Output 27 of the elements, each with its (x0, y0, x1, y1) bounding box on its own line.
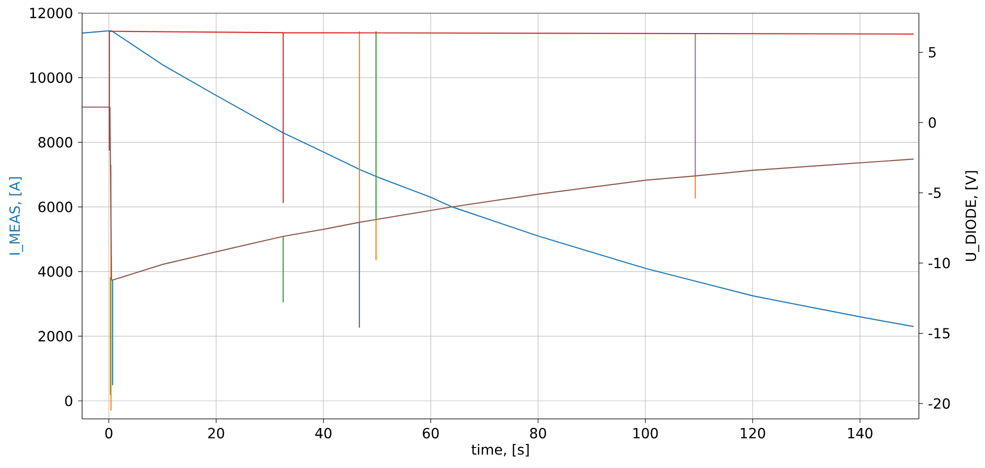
y2-tick-label: -5 (928, 188, 941, 198)
x-tick-label: 100 (634, 428, 658, 438)
y-tick-label: 8000 (38, 136, 72, 148)
y-tick-label: 0 (65, 396, 72, 406)
y-tick-label: 4000 (38, 266, 72, 277)
y-tick-label: 12000 (30, 8, 72, 18)
y-tick-label: 6000 (38, 202, 72, 212)
x-tick-label: 60 (422, 428, 439, 438)
y2-tick-label: -20 (928, 398, 950, 409)
x-tick-label: 80 (530, 428, 546, 438)
x-tick-label: 20 (208, 428, 224, 438)
x-tick-label: 140 (848, 428, 872, 438)
y2-tick-label: 5 (928, 47, 936, 58)
y2-tick-label: -15 (928, 328, 950, 338)
x-tick-label: 40 (315, 428, 332, 438)
x-tick-label: 0 (105, 428, 112, 438)
line-series (82, 30, 914, 328)
x-tick-label: 120 (740, 428, 766, 438)
y2-tick-label: 0 (928, 117, 936, 128)
y-tick-label: 10000 (30, 72, 72, 83)
line-series (82, 106, 914, 280)
y-axis-title: I_MEAS, [A] (9, 177, 24, 255)
y2-tick-label: -10 (928, 258, 950, 268)
y-tick-label: 2000 (38, 330, 72, 342)
x-axis-title: time, [s] (472, 444, 529, 456)
y2-axis-title: U_DIODE, [V] (965, 171, 980, 261)
line-series (108, 30, 914, 204)
